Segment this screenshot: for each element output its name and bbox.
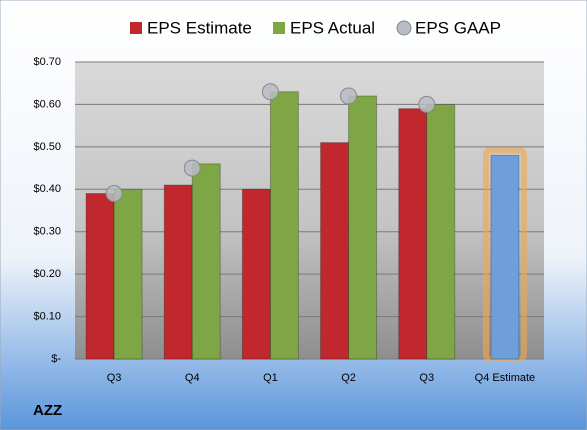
bar (85, 193, 115, 360)
legend-swatch (396, 20, 412, 36)
bar (398, 108, 428, 360)
legend-label: EPS GAAP (415, 18, 501, 37)
y-tick-label: $0.10 (33, 310, 61, 322)
y-tick-label: $0.70 (33, 56, 61, 68)
chart-title: AZZ (33, 402, 62, 419)
gaap-marker (418, 95, 436, 113)
gaap-marker (340, 87, 358, 105)
x-tick-label: Q4 Estimate (475, 372, 536, 384)
legend-label: EPS Estimate (147, 18, 252, 37)
gaap-marker (183, 159, 201, 177)
bar (191, 163, 221, 360)
bar (241, 188, 271, 360)
y-tick-label: $0.40 (33, 183, 61, 195)
bar (490, 154, 520, 360)
y-tick-label: $0.20 (33, 268, 61, 280)
gaap-marker (261, 83, 279, 101)
x-tick-label: Q2 (341, 372, 356, 384)
legend-swatch (130, 22, 142, 34)
x-tick-label: Q4 (185, 372, 200, 384)
x-tick-label: Q1 (263, 372, 278, 384)
bar (269, 91, 299, 360)
y-tick-label: $- (51, 353, 61, 365)
legend-swatch (273, 22, 285, 34)
legend-label: EPS Actual (290, 18, 375, 37)
bar (348, 95, 378, 360)
bar (426, 103, 456, 360)
bar (320, 142, 350, 360)
x-tick-label: Q3 (107, 372, 122, 384)
y-tick-label: $0.60 (33, 98, 61, 110)
y-tick-label: $0.30 (33, 226, 61, 238)
gaap-marker (105, 185, 123, 203)
x-tick-label: Q3 (419, 372, 434, 384)
bar (113, 188, 143, 360)
bar (163, 184, 193, 360)
plot-area (75, 62, 544, 359)
y-tick-label: $0.50 (33, 141, 61, 153)
